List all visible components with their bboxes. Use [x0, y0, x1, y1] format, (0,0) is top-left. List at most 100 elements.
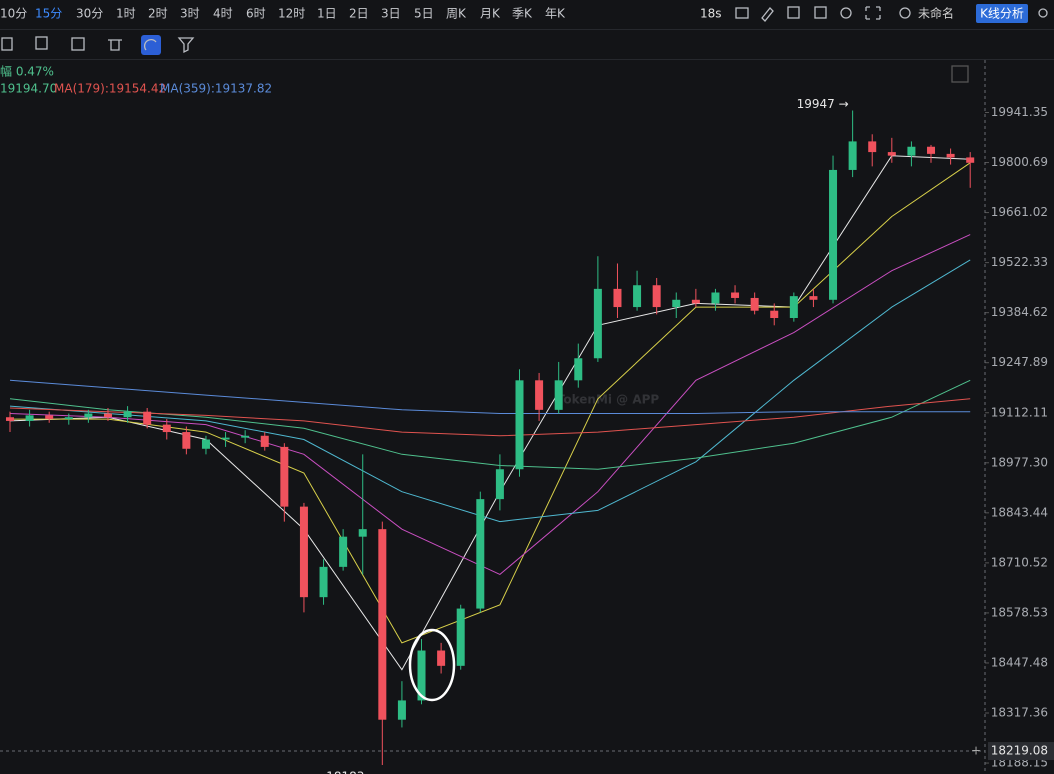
y-tick-label: 19661.02: [991, 205, 1048, 219]
candle-body: [691, 299, 700, 304]
change-label: 幅 0.47%: [0, 64, 54, 79]
y-tick-label: 19112.11: [991, 405, 1048, 419]
ma-line: [9, 234, 971, 575]
analysis-button[interactable]: K线分析: [980, 7, 1024, 21]
y-tick-label: 19384.62: [991, 305, 1048, 319]
y-tick-label: 18578.53: [991, 605, 1048, 619]
candle-body: [417, 650, 426, 701]
tool-icon[interactable]: [1, 37, 13, 51]
tool-icon[interactable]: [35, 36, 48, 50]
ma-line: [10, 162, 971, 644]
timeframe[interactable]: 2日: [349, 7, 369, 21]
candle-body: [162, 424, 171, 433]
timeframe[interactable]: 1日: [317, 7, 337, 21]
candle-body: [260, 435, 269, 447]
fullscreen-icon[interactable]: [865, 6, 881, 20]
candle-body: [495, 469, 504, 500]
tool-icon[interactable]: [71, 37, 85, 51]
timeframe[interactable]: 周K: [446, 7, 467, 21]
settings-icon[interactable]: [840, 7, 852, 19]
candle-body: [378, 529, 387, 720]
ma-line: [9, 259, 971, 523]
candle-body: [809, 296, 818, 300]
filter-icon[interactable]: [177, 37, 195, 54]
ma-legend: 19194.70: [0, 82, 57, 96]
y-tick-label: 18317.36: [991, 706, 1048, 720]
candle-body: [907, 146, 916, 156]
price-annotation: 18183 →: [326, 770, 378, 774]
watermark: TokenMi @ APP: [557, 393, 660, 407]
ma-legend: MA(179):19154.42: [54, 82, 166, 96]
candle-body: [182, 432, 191, 449]
candle-body: [966, 157, 975, 163]
magnet-button[interactable]: [141, 35, 161, 55]
analysis-button-bg[interactable]: [976, 4, 1028, 23]
candle-body: [633, 285, 642, 308]
candle-body: [554, 380, 563, 410]
timeframe[interactable]: 月K: [480, 7, 501, 21]
candle-body: [397, 700, 406, 720]
candle-body: [476, 499, 485, 609]
icon[interactable]: [787, 6, 800, 19]
candle-body: [593, 288, 602, 359]
timeframe[interactable]: 3时: [180, 7, 200, 21]
candle-body: [280, 446, 289, 507]
candle-body: [456, 608, 465, 666]
price-annotation: 19947 →: [797, 97, 849, 111]
timeframe[interactable]: 15分: [35, 7, 62, 21]
y-tick-label: 19247.89: [991, 355, 1048, 369]
candle-body: [25, 415, 34, 421]
candle-body: [652, 285, 661, 308]
timeframe[interactable]: 12时: [278, 7, 305, 21]
candle-body: [770, 310, 779, 319]
expand-icon[interactable]: [951, 65, 969, 83]
ma-legend: MA(359):19137.82: [160, 82, 272, 96]
candle-body: [574, 358, 583, 381]
y-tick-label: 19522.33: [991, 255, 1048, 269]
timeframe[interactable]: 3日: [381, 7, 401, 21]
candle-body: [750, 297, 759, 311]
timeframe[interactable]: 5日: [414, 7, 434, 21]
candle-body: [868, 141, 877, 153]
timeframe[interactable]: 10分: [0, 7, 27, 21]
candle-body: [515, 380, 524, 470]
timeframe[interactable]: 年K: [545, 7, 566, 21]
share-icon[interactable]: [1038, 8, 1048, 18]
timeframe[interactable]: 30分: [76, 7, 103, 21]
candle-body: [535, 380, 544, 410]
icon[interactable]: [814, 6, 827, 19]
highlight-circle: [408, 628, 456, 702]
cloud-icon: [899, 7, 911, 19]
timeframe[interactable]: 1时: [116, 7, 136, 21]
timeframe[interactable]: 6时: [246, 7, 266, 21]
candle-body: [64, 417, 73, 420]
draw-icon[interactable]: [761, 7, 774, 22]
y-tick-label: 18977.30: [991, 455, 1048, 469]
timeframe[interactable]: 4时: [213, 7, 233, 21]
ma-line: [9, 379, 971, 414]
candle-body: [339, 536, 348, 567]
timeframe[interactable]: 季K: [512, 7, 533, 21]
camera-icon[interactable]: [735, 7, 749, 19]
candle-body: [358, 529, 367, 537]
candle-body: [299, 506, 308, 598]
candle-body: [6, 417, 14, 421]
candle-body: [437, 650, 446, 666]
candle-body: [672, 299, 681, 308]
candle-body: [829, 169, 838, 300]
candle-body: [143, 411, 152, 425]
candle-body: [241, 435, 250, 438]
candle-body: [103, 413, 112, 418]
candle-body: [84, 413, 93, 418]
layout-name[interactable]: 未命名: [918, 6, 954, 21]
timeframe[interactable]: 2时: [148, 7, 168, 21]
tool-icon[interactable]: [108, 39, 122, 51]
candle-body: [123, 411, 132, 418]
crosshair-label-bg: [988, 742, 1054, 761]
y-tick-label: 19941.35: [991, 105, 1048, 119]
candle-body: [731, 292, 740, 298]
candle-body: [848, 141, 857, 170]
candle-body: [613, 288, 622, 308]
candle-body: [927, 146, 936, 154]
candle-body: [946, 153, 955, 158]
